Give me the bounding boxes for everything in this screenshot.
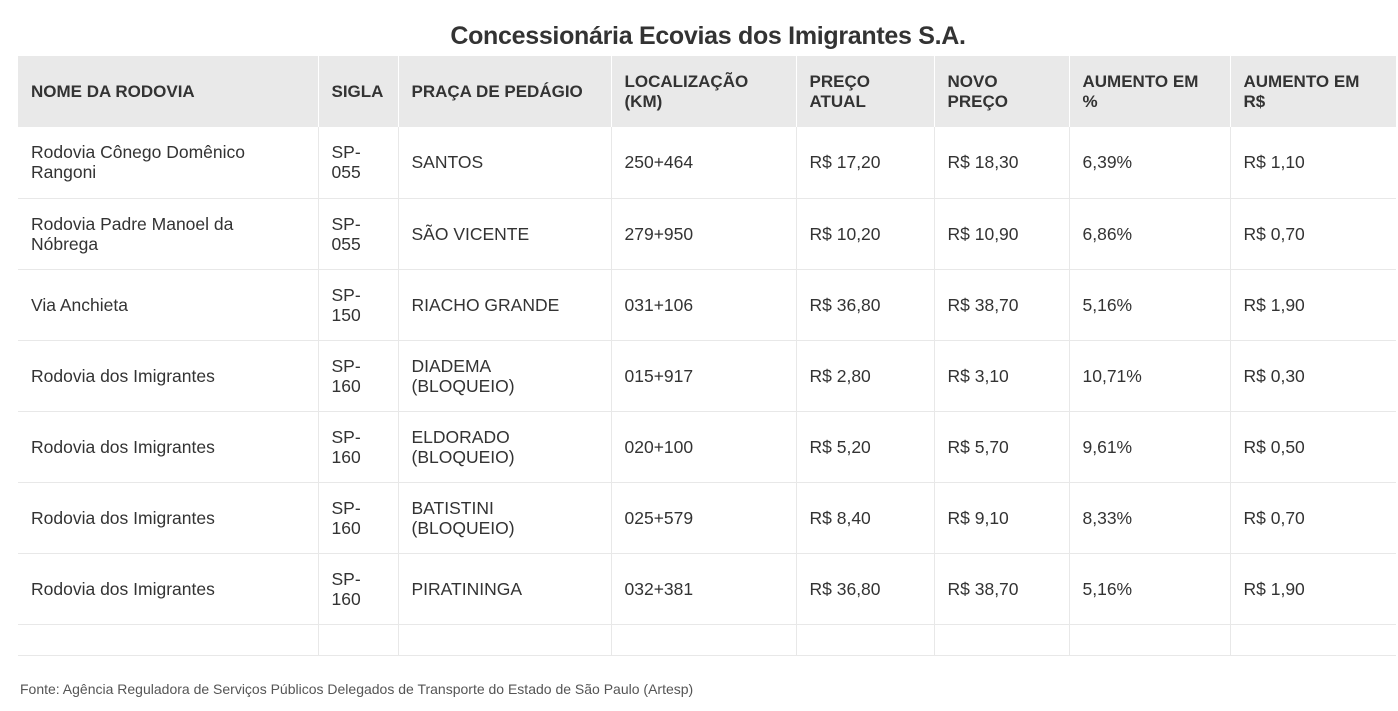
cell-aumento-reais: R$ 0,50 [1230,411,1396,483]
cell-novo-preco [934,624,1070,656]
cell-sigla: SP-160 [318,482,399,554]
header-preco-atual: PREÇO ATUAL [796,56,935,127]
cell-praca: PIRATININGA [398,553,612,625]
cell-aumento-percent: 9,61% [1069,411,1231,483]
toll-price-table: NOME DA RODOVIA SIGLA PRAÇA DE PEDÁGIO L… [18,56,1396,656]
cell-novo-preco: R$ 38,70 [934,553,1070,625]
cell-localizacao: 032+381 [611,553,797,625]
cell-aumento-percent: 5,16% [1069,553,1231,625]
cell-praca: DIADEMA (BLOQUEIO) [398,340,612,412]
cell-aumento-percent: 6,39% [1069,127,1231,199]
cell-localizacao: 015+917 [611,340,797,412]
table-row: Rodovia Cônego Domênico Rangoni SP-055 SAN… [18,127,1396,199]
cell-aumento-percent [1069,624,1231,656]
cell-aumento-reais: R$ 1,10 [1230,127,1396,199]
header-nome-da-rodovia: NOME DA RODOVIA [18,56,319,127]
cell-sigla: SP-160 [318,553,399,625]
table-row: Rodovia dos Imigrantes SP-160 ELDORADO (BL… [18,411,1396,483]
cell-novo-preco: R$ 9,10 [934,482,1070,554]
cell-sigla: SP-055 [318,198,399,270]
table-row: Rodovia dos Imigrantes SP-160 PIRATININGA 0… [18,553,1396,625]
cell-localizacao: 020+100 [611,411,797,483]
cell-aumento-reais: R$ 1,90 [1230,553,1396,625]
cell-preco-atual: R$ 36,80 [796,269,935,341]
table-row: Rodovia dos Imigrantes SP-160 BATISTINI (B… [18,482,1396,554]
header-sigla: SIGLA [318,56,399,127]
cell-novo-preco: R$ 3,10 [934,340,1070,412]
cell-rodovia-name: Via Anchieta [18,269,319,341]
cell-preco-atual: R$ 36,80 [796,553,935,625]
cell-novo-preco: R$ 10,90 [934,198,1070,270]
cell-aumento-percent: 8,33% [1069,482,1231,554]
table-row [18,624,1396,656]
cell-aumento-reais: R$ 0,30 [1230,340,1396,412]
cell-localizacao: 250+464 [611,127,797,199]
cell-aumento-reais: R$ 0,70 [1230,482,1396,554]
cell-localizacao: 279+950 [611,198,797,270]
cell-novo-preco: R$ 5,70 [934,411,1070,483]
table-title: Concessionária Ecovias dos Imigrantes S.… [450,22,966,50]
cell-preco-atual: R$ 2,80 [796,340,935,412]
cell-rodovia-name: Rodovia Padre Manoel da Nóbrega [18,198,319,270]
cell-preco-atual: R$ 10,20 [796,198,935,270]
cell-sigla: SP-150 [318,269,399,341]
cell-preco-atual: R$ 5,20 [796,411,935,483]
header-row: NOME DA RODOVIA SIGLA PRAÇA DE PEDÁGIO L… [18,56,1396,127]
cell-localizacao [611,624,797,656]
cell-aumento-reais: R$ 0,70 [1230,198,1396,270]
cell-sigla: SP-055 [318,127,399,199]
cell-localizacao: 031+106 [611,269,797,341]
table-body: Rodovia Cônego Domênico Rangoni SP-055 SAN… [18,127,1396,656]
cell-praca [398,624,612,656]
header-praca-de-pedagio: PRAÇA DE PEDÁGIO [398,56,612,127]
cell-rodovia-name: Rodovia Cônego Domênico Rangoni [18,127,319,199]
cell-preco-atual [796,624,935,656]
cell-rodovia-name: Rodovia dos Imigrantes [18,553,319,625]
cell-preco-atual: R$ 8,40 [796,482,935,554]
cell-aumento-percent: 6,86% [1069,198,1231,270]
cell-praca: ELDORADO (BLOQUEIO) [398,411,612,483]
cell-praca: BATISTINI (BLOQUEIO) [398,482,612,554]
cell-localizacao: 025+579 [611,482,797,554]
header-novo-preco: NOVO PREÇO [934,56,1070,127]
table-row: Rodovia dos Imigrantes SP-160 DIADEMA (BLO… [18,340,1396,412]
source-note: Fonte: Agência Reguladora de Serviços Pú… [20,681,694,697]
cell-aumento-reais [1230,624,1396,656]
cell-aumento-reais: R$ 1,90 [1230,269,1396,341]
cell-rodovia-name [18,624,319,656]
cell-aumento-percent: 5,16% [1069,269,1231,341]
table-row: Rodovia Padre Manoel da Nóbrega SP-055 SÃO… [18,198,1396,270]
cell-rodovia-name: Rodovia dos Imigrantes [18,411,319,483]
cell-sigla [318,624,399,656]
cell-aumento-percent: 10,71% [1069,340,1231,412]
cell-rodovia-name: Rodovia dos Imigrantes [18,340,319,412]
cell-praca: SANTOS [398,127,612,199]
table-header: NOME DA RODOVIA SIGLA PRAÇA DE PEDÁGIO L… [18,56,1396,127]
cell-sigla: SP-160 [318,340,399,412]
cell-rodovia-name: Rodovia dos Imigrantes [18,482,319,554]
cell-sigla: SP-160 [318,411,399,483]
cell-preco-atual: R$ 17,20 [796,127,935,199]
cell-novo-preco: R$ 18,30 [934,127,1070,199]
cell-praca: SÃO VICENTE [398,198,612,270]
cell-praca: RIACHO GRANDE [398,269,612,341]
header-aumento-percent: AUMENTO EM % [1069,56,1231,127]
table-row: Via Anchieta SP-150 RIACHO GRANDE 031+106 R$… [18,269,1396,341]
cell-novo-preco: R$ 38,70 [934,269,1070,341]
header-localizacao: LOCALIZAÇÃO (KM) [611,56,797,127]
header-aumento-reais: AUMENTO EM R$ [1230,56,1396,127]
